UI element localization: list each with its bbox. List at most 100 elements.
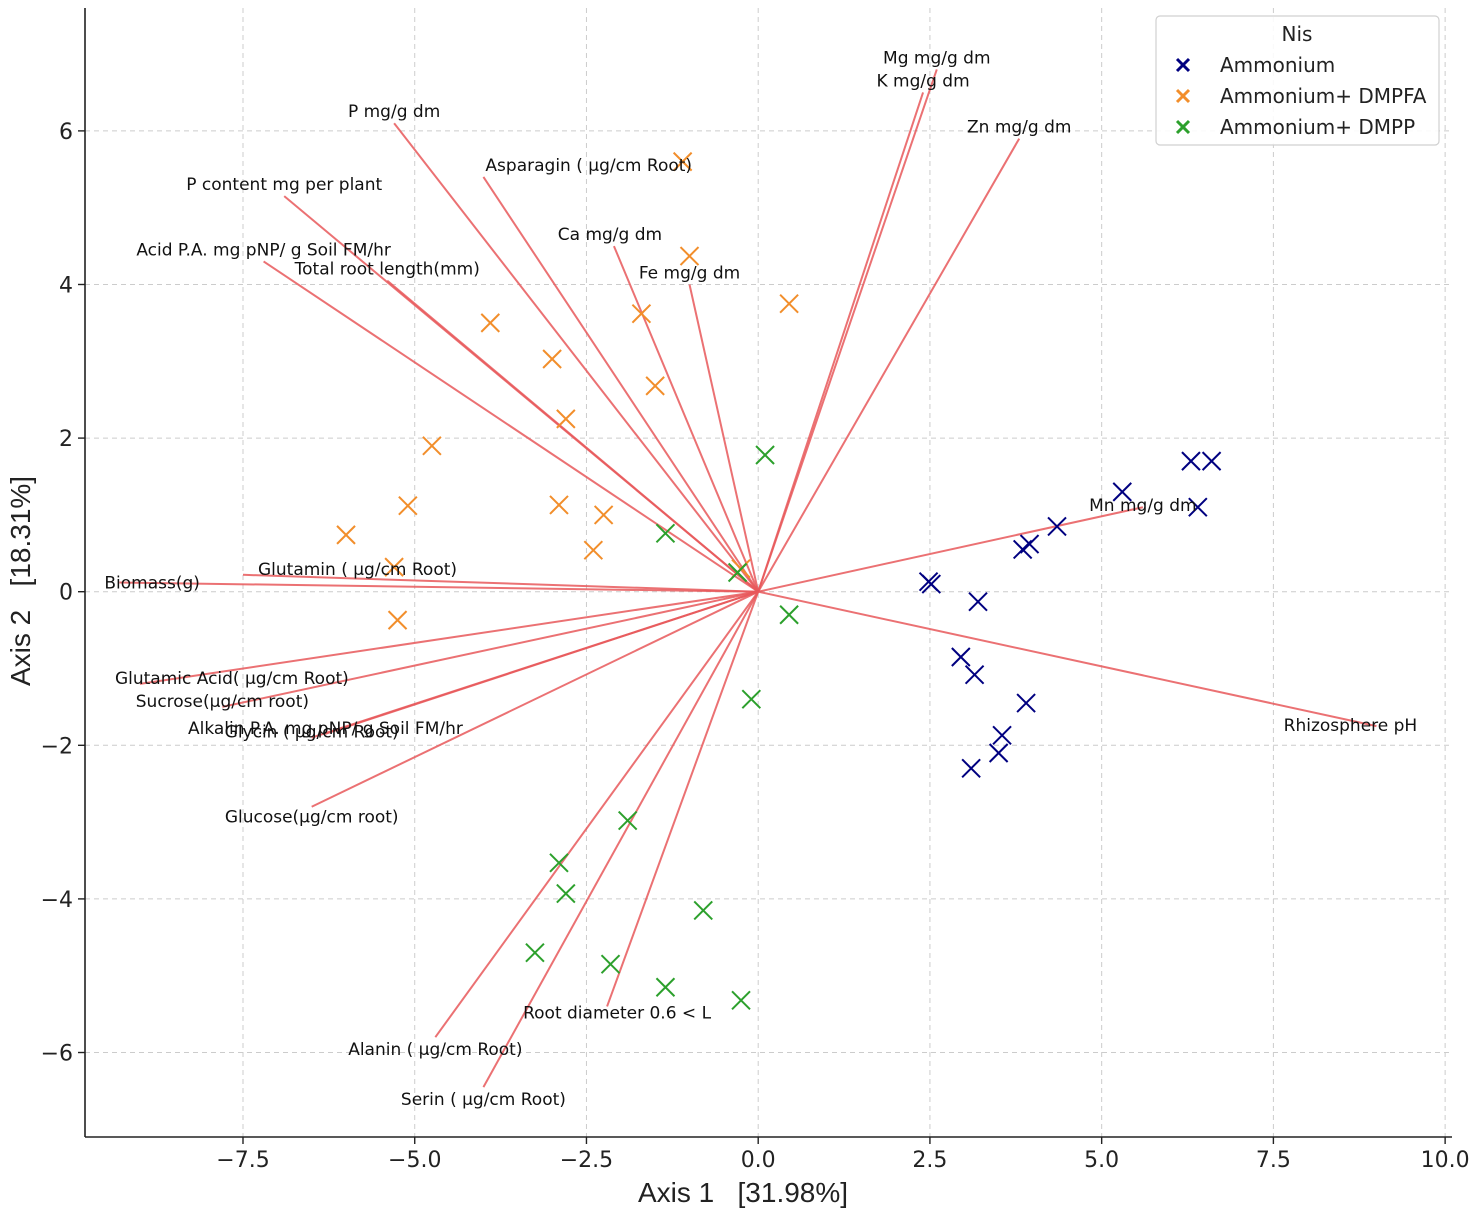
y-axis-title: Axis 2 [18.31%] xyxy=(5,476,36,686)
tick-labels: −7.5 −5.0 −2.5 0.0 2.5 5.0 7.5 10.0 6 4 2 0 −2 −4 −6 xyxy=(41,120,1470,1173)
legend-entry-2: Ammonium+ DMPP xyxy=(1175,115,1415,139)
point-stroke xyxy=(631,303,652,324)
point-ammonium-dmpfa-11 xyxy=(593,505,614,525)
point-ammonium-dmpfa-8 xyxy=(422,436,442,456)
point-stroke xyxy=(1016,693,1036,713)
point-stroke xyxy=(731,990,751,1010)
point-stroke xyxy=(655,977,676,997)
point-ammonium-dmpp-9 xyxy=(525,942,545,963)
point-ammonium-14 xyxy=(988,743,1009,763)
point-stroke xyxy=(921,574,942,594)
legend-label-0: Ammonium xyxy=(1220,53,1335,77)
loading-vector-16 xyxy=(311,590,759,739)
point-stroke xyxy=(1188,497,1208,517)
loading-label-9: Total root length(mm) xyxy=(294,260,480,280)
loading-vector-10 xyxy=(757,506,1144,593)
x-tick-label-1: −5.0 xyxy=(388,1148,441,1173)
point-ammonium-dmpfa-0 xyxy=(672,151,693,172)
loading-vector-8 xyxy=(263,260,759,593)
point-ammonium-dmpp-0 xyxy=(755,445,775,465)
axes xyxy=(84,8,1452,1138)
loading-vector-7 xyxy=(688,284,760,592)
x-tick-label-0: −7.5 xyxy=(216,1148,269,1173)
point-stroke xyxy=(1181,451,1201,471)
y-tick-label-0: 6 xyxy=(59,120,73,145)
point-stroke xyxy=(727,562,748,583)
point-ammonium-dmpfa-4 xyxy=(480,313,500,333)
point-stroke xyxy=(1047,516,1067,537)
point-stroke xyxy=(398,495,418,516)
loading-vector-20 xyxy=(434,591,760,1038)
loading-label-10: Mn mg/g dm xyxy=(1089,496,1196,516)
point-ammonium-13 xyxy=(992,725,1012,746)
loading-label-12: Glutamin ( µg/cm Root) xyxy=(258,560,457,580)
point-stroke xyxy=(655,523,676,544)
loading-label-15: Alkalin P.A. mg pNP/ g Soil FM/hr xyxy=(188,719,463,739)
point-ammonium-dmpfa-2 xyxy=(779,293,799,314)
point-ammonium-dmpfa-9 xyxy=(398,495,418,516)
loading-label-0: Mg mg/g dm xyxy=(883,48,991,68)
point-stroke xyxy=(480,313,500,333)
point-ammonium-15 xyxy=(961,758,981,779)
point-ammonium-3 xyxy=(1112,482,1132,502)
legend-marker xyxy=(1175,119,1191,135)
point-stroke xyxy=(422,436,442,456)
loading-label-19: Root diameter 0.6 < L xyxy=(523,1003,711,1023)
x-axis-title: Axis 1 [31.98%] xyxy=(638,1177,848,1208)
point-stroke xyxy=(1201,451,1222,471)
point-stroke xyxy=(525,942,545,963)
data-points xyxy=(336,151,1222,1010)
point-stroke xyxy=(679,246,700,266)
legend-entry-0: Ammonium xyxy=(1175,53,1335,77)
point-ammonium-dmpfa-1 xyxy=(679,246,700,266)
point-ammonium-9 xyxy=(968,591,988,612)
x-tick-label-2: −2.5 xyxy=(560,1148,613,1173)
loading-label-13: Glutamic Acid( µg/cm Root) xyxy=(115,669,349,689)
loading-vector-18 xyxy=(757,590,1377,728)
loading-label-21: Serin ( µg/cm Root) xyxy=(401,1090,566,1110)
loading-vector-2 xyxy=(757,138,1021,593)
point-stroke xyxy=(549,853,569,873)
loading-label-11: Biomass(g) xyxy=(104,573,200,593)
grid xyxy=(85,8,1452,1137)
point-ammonium-dmpfa-10 xyxy=(549,495,569,515)
point-ammonium-dmpfa-5 xyxy=(542,349,562,369)
point-ammonium-dmpfa-13 xyxy=(583,540,604,560)
point-ammonium-dmpp-12 xyxy=(731,990,751,1010)
loading-label-2: Zn mg/g dm xyxy=(967,118,1071,138)
point-ammonium-dmpfa-7 xyxy=(556,409,576,429)
point-stroke xyxy=(992,725,1012,746)
loading-vector-9 xyxy=(386,279,759,593)
loading-label-4: Asparagin ( µg/cm Root) xyxy=(485,156,692,176)
point-stroke xyxy=(779,293,799,314)
loading-label-18: Rhizosphere pH xyxy=(1284,716,1418,736)
point-ammonium-dmpfa-14 xyxy=(384,557,404,577)
point-ammonium-dmpfa-3 xyxy=(631,303,652,324)
loading-vector-21 xyxy=(482,591,760,1088)
point-stroke xyxy=(961,758,981,779)
point-ammonium-dmpp-6 xyxy=(549,853,569,873)
x-tick-label-7: 10.0 xyxy=(1421,1148,1470,1173)
loading-vector-14 xyxy=(222,590,759,708)
point-ammonium-dmpp-1 xyxy=(655,523,676,544)
x-tick-label-6: 7.5 xyxy=(1256,1148,1291,1173)
point-stroke xyxy=(583,540,604,560)
loading-label-8: Acid P.A. mg pNP/ g Soil FM/hr xyxy=(136,240,391,260)
point-ammonium-2 xyxy=(1188,497,1208,517)
y-tick-label-2: 2 xyxy=(59,427,73,452)
y-tick-label-6: −6 xyxy=(41,1042,73,1067)
legend: Nis Ammonium Ammonium+ DMPFA Ammonium+ DMP… xyxy=(1155,15,1440,146)
loading-label-6: Ca mg/g dm xyxy=(558,225,662,245)
legend-label-1: Ammonium+ DMPFA xyxy=(1220,84,1427,108)
loading-vector-1 xyxy=(757,92,925,593)
point-ammonium-dmpp-11 xyxy=(655,977,676,997)
point-stroke xyxy=(542,349,562,369)
loading-vector-17 xyxy=(311,590,759,808)
legend-entry-1: Ammonium+ DMPFA xyxy=(1175,84,1427,108)
point-stroke xyxy=(693,900,713,921)
point-stroke xyxy=(1012,539,1033,560)
loading-vector-3 xyxy=(393,122,759,593)
point-stroke xyxy=(988,743,1009,763)
loading-vectors xyxy=(119,69,1377,1088)
